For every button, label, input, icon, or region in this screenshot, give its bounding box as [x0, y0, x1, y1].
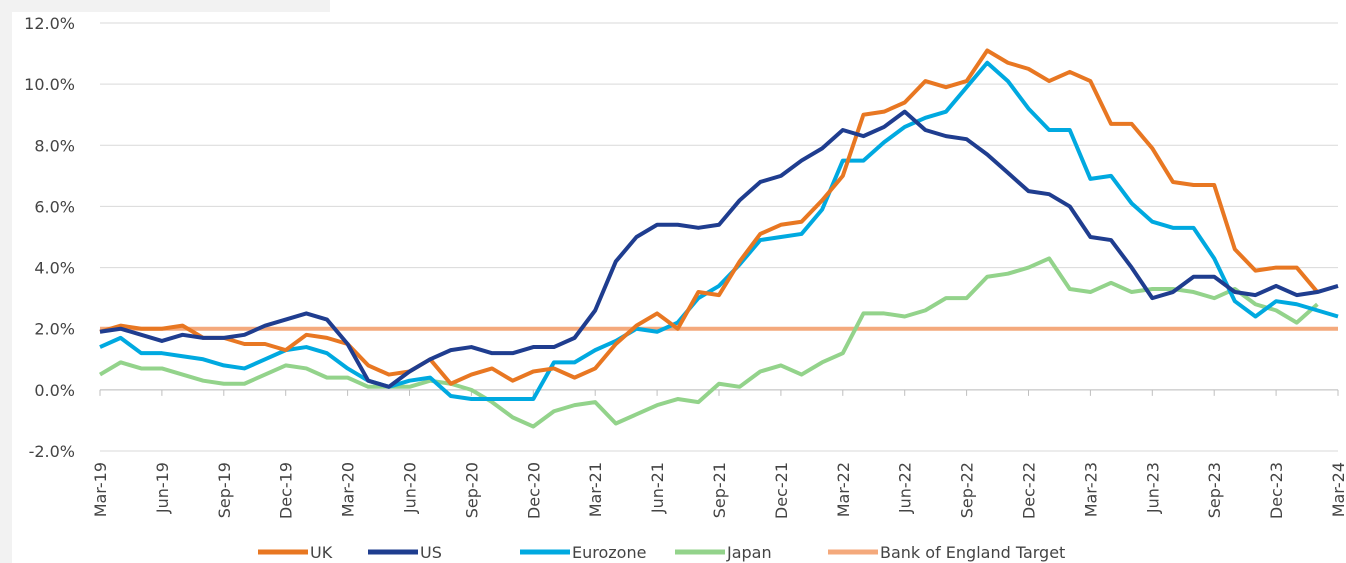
x-tick-label: Jun-20	[401, 462, 420, 514]
legend-label: Eurozone	[572, 543, 646, 562]
legend-label: Japan	[726, 543, 772, 562]
x-tick-label: Mar-19	[91, 462, 110, 517]
x-tick-label: Sep-22	[958, 462, 977, 518]
x-tick-label: Mar-23	[1081, 462, 1100, 517]
legend-item: UK	[258, 543, 333, 562]
x-tick-label: Sep-20	[462, 462, 481, 518]
y-tick-label: 12.0%	[24, 14, 75, 33]
x-tick-label: Mar-21	[586, 462, 605, 517]
legend-label: UK	[310, 543, 333, 562]
legend-item: Eurozone	[520, 543, 646, 562]
x-tick-label: Mar-20	[339, 462, 358, 517]
legend-item: US	[368, 543, 442, 562]
side-strip	[0, 0, 12, 563]
x-tick-label: Dec-23	[1267, 462, 1286, 519]
y-tick-label: 6.0%	[34, 197, 75, 216]
legend-label: US	[420, 543, 442, 562]
y-tick-label: -2.0%	[29, 442, 75, 461]
x-tick-label: Jun-23	[1143, 462, 1162, 514]
series-line	[98, 256, 1319, 429]
x-tick-label: Dec-21	[772, 462, 791, 519]
x-tick-label: Sep-19	[215, 462, 234, 518]
x-tick-label: Mar-22	[834, 462, 853, 517]
y-tick-label: 10.0%	[24, 75, 75, 94]
legend-item: Bank of England Target	[828, 543, 1065, 562]
x-tick-label: Jun-22	[896, 462, 915, 514]
x-tick-label: Dec-19	[277, 462, 296, 519]
legend-item: Japan	[675, 543, 772, 562]
x-tick-label: Jun-21	[648, 462, 667, 514]
x-tick-label: Mar-24	[1329, 462, 1346, 517]
top-strip	[0, 0, 330, 12]
x-tick-label: Dec-22	[1020, 462, 1039, 519]
x-tick-label: Sep-23	[1205, 462, 1224, 518]
y-tick-label: 2.0%	[34, 320, 75, 339]
y-tick-label: 8.0%	[34, 136, 75, 155]
series-line	[99, 109, 1339, 389]
x-tick-label: Dec-20	[524, 462, 543, 519]
x-tick-label: Sep-21	[710, 462, 729, 518]
series-line	[99, 60, 1339, 402]
legend-label: Bank of England Target	[880, 543, 1065, 562]
x-tick-label: Jun-19	[153, 462, 172, 514]
y-tick-label: 0.0%	[34, 381, 75, 400]
series-line	[99, 48, 1319, 386]
y-tick-label: 4.0%	[34, 259, 75, 278]
